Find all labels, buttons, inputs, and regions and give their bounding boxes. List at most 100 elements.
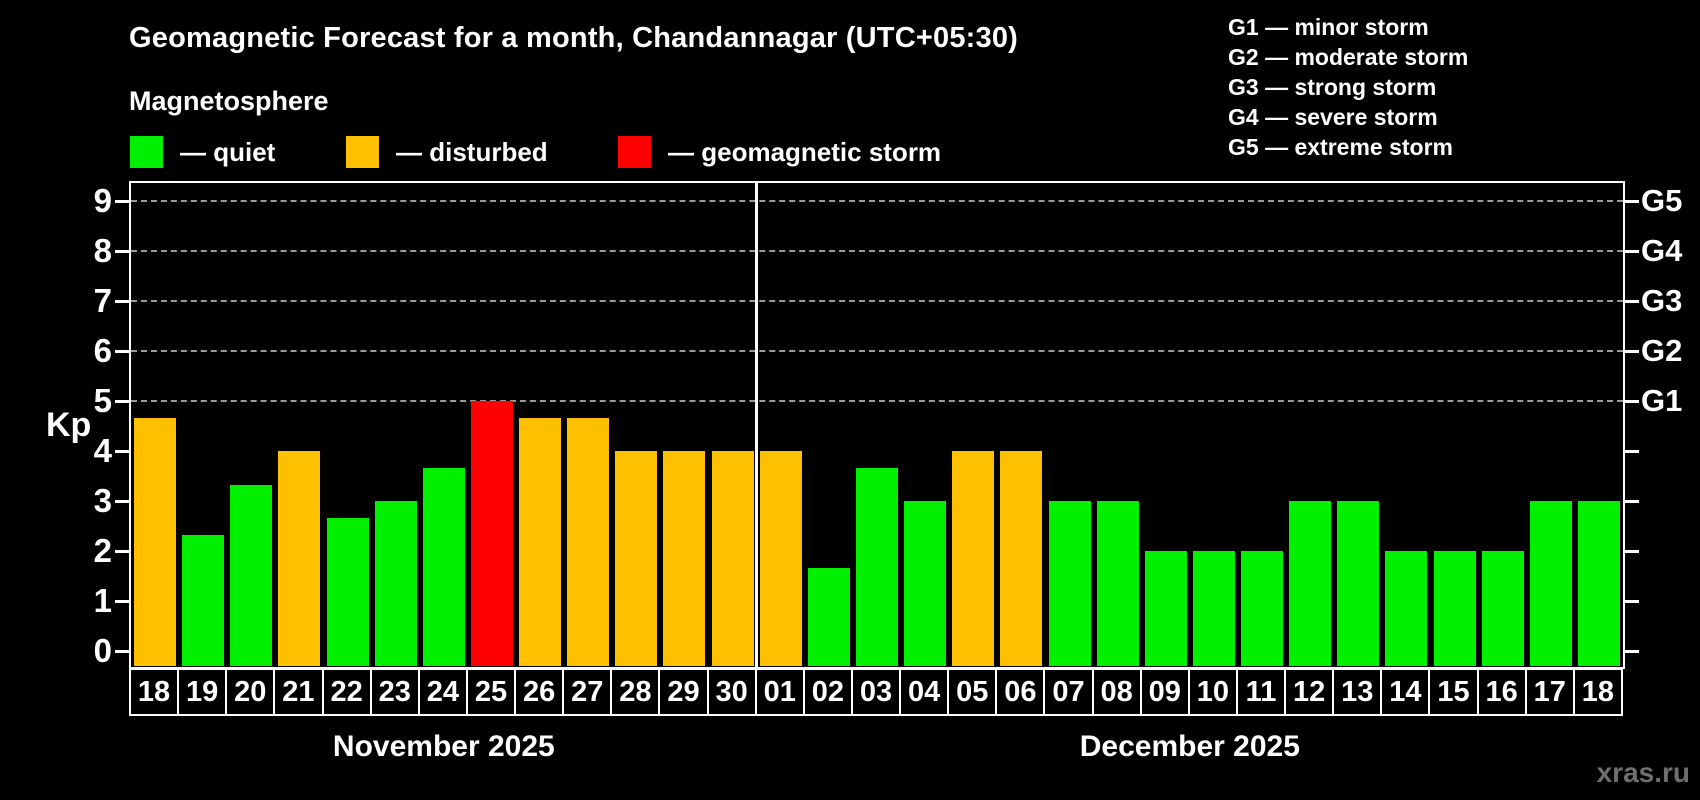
date-label: 12 — [1284, 668, 1335, 716]
legend-label-quiet: — quiet — [180, 136, 276, 167]
kp-bar — [1481, 551, 1524, 666]
kp-bar — [759, 451, 802, 666]
y-tick-left-9 — [115, 200, 131, 203]
gridline-kp6 — [131, 350, 1623, 352]
legend-swatch-disturbed — [346, 136, 379, 168]
kp-bar — [615, 451, 658, 666]
date-label: 20 — [225, 668, 276, 716]
kp-bar — [663, 451, 706, 666]
y-tick-label-2: 2 — [93, 532, 112, 569]
date-label: 13 — [1332, 668, 1383, 716]
g-scale-label-g4: G4 — [1641, 233, 1683, 268]
storm-scale-line-4: G4 — severe storm — [1228, 104, 1438, 130]
month-separator — [755, 183, 759, 667]
date-label: 05 — [947, 668, 998, 716]
y-tick-left-3 — [115, 500, 131, 503]
kp-bar — [1529, 501, 1572, 666]
date-label: 25 — [465, 668, 517, 716]
legend-item-disturbed: — disturbed — [346, 136, 548, 168]
y-tick-right-2 — [1623, 550, 1639, 553]
date-label: 08 — [1091, 668, 1142, 716]
kp-bar — [1385, 551, 1428, 666]
date-label: 07 — [1043, 668, 1094, 716]
kp-bar — [230, 484, 273, 666]
kp-bar — [1433, 551, 1476, 666]
chart-title: Geomagnetic Forecast for a month, Chanda… — [129, 22, 1019, 54]
kp-bar — [1000, 451, 1043, 666]
legend-swatch-quiet — [130, 136, 163, 168]
date-label: 15 — [1428, 668, 1479, 716]
date-label: 28 — [610, 668, 661, 716]
y-tick-label-0: 0 — [93, 632, 112, 669]
date-label: 16 — [1476, 668, 1527, 716]
date-label: 18 — [1572, 668, 1623, 716]
kp-bar — [952, 451, 995, 666]
kp-bar — [1096, 501, 1139, 666]
g-scale-label-g1: G1 — [1641, 383, 1683, 418]
kp-bar — [711, 451, 754, 666]
y-axis-title: Kp — [46, 406, 92, 444]
kp-bar — [807, 567, 850, 666]
kp-bar — [1289, 501, 1332, 666]
y-tick-right-9 — [1623, 200, 1639, 203]
kp-bar — [1144, 551, 1187, 666]
y-tick-left-1 — [115, 600, 131, 603]
kp-bar — [1192, 551, 1235, 666]
gridline-kp9 — [131, 200, 1623, 202]
y-tick-right-7 — [1623, 300, 1639, 303]
kp-bar — [1577, 501, 1620, 666]
legend-label-storm: — geomagnetic storm — [668, 136, 942, 167]
date-label: 06 — [995, 668, 1046, 716]
y-tick-label-4: 4 — [93, 432, 112, 469]
y-tick-right-1 — [1623, 600, 1639, 603]
y-tick-label-7: 7 — [93, 282, 112, 319]
date-label: 29 — [658, 668, 709, 716]
kp-bar — [326, 517, 369, 666]
date-label: 09 — [1139, 668, 1190, 716]
kp-bar — [1337, 501, 1380, 666]
kp-bar — [519, 417, 562, 666]
y-tick-left-7 — [115, 300, 131, 303]
date-label: 17 — [1524, 668, 1575, 716]
g-scale-label-g3: G3 — [1641, 283, 1683, 318]
y-tick-right-5 — [1623, 400, 1639, 403]
date-label: 27 — [562, 668, 613, 716]
kp-bar — [422, 467, 465, 666]
storm-scale-line-3: G3 — strong storm — [1228, 74, 1437, 100]
y-tick-left-2 — [115, 550, 131, 553]
y-tick-label-9: 9 — [93, 182, 112, 219]
kp-bar — [567, 417, 610, 666]
kp-bar — [374, 501, 417, 666]
g-scale-label-g5: G5 — [1641, 183, 1683, 218]
y-tick-right-0 — [1623, 650, 1639, 653]
y-tick-left-4 — [115, 450, 131, 453]
gridline-kp5 — [131, 400, 1623, 402]
y-tick-label-1: 1 — [93, 582, 112, 619]
gridline-kp8 — [131, 250, 1623, 252]
date-label: 18 — [129, 668, 180, 716]
date-label: 30 — [706, 668, 757, 716]
kp-bar — [904, 501, 947, 666]
kp-bar — [1048, 501, 1091, 666]
date-label: 04 — [899, 668, 950, 716]
month-label: December 2025 — [1079, 730, 1300, 763]
date-label: 11 — [1235, 668, 1287, 716]
legend-item-storm: — geomagnetic storm — [618, 136, 941, 168]
storm-scale-legend: G1 — minor storm G2 — moderate storm G3 — … — [1228, 12, 1468, 162]
date-label: 26 — [514, 668, 565, 716]
date-label: 02 — [802, 668, 853, 716]
y-tick-left-5 — [115, 400, 131, 403]
y-tick-label-6: 6 — [93, 332, 112, 369]
storm-scale-line-1: G1 — minor storm — [1228, 14, 1429, 40]
date-label: 24 — [417, 668, 468, 716]
date-label: 23 — [369, 668, 420, 716]
y-tick-left-8 — [115, 250, 131, 253]
date-label: 01 — [754, 668, 805, 716]
date-label: 03 — [850, 668, 902, 716]
legend-swatch-storm — [618, 136, 651, 168]
date-label: 21 — [273, 668, 324, 716]
y-tick-right-3 — [1623, 500, 1639, 503]
y-tick-right-4 — [1623, 450, 1639, 453]
y-tick-label-8: 8 — [93, 232, 112, 269]
